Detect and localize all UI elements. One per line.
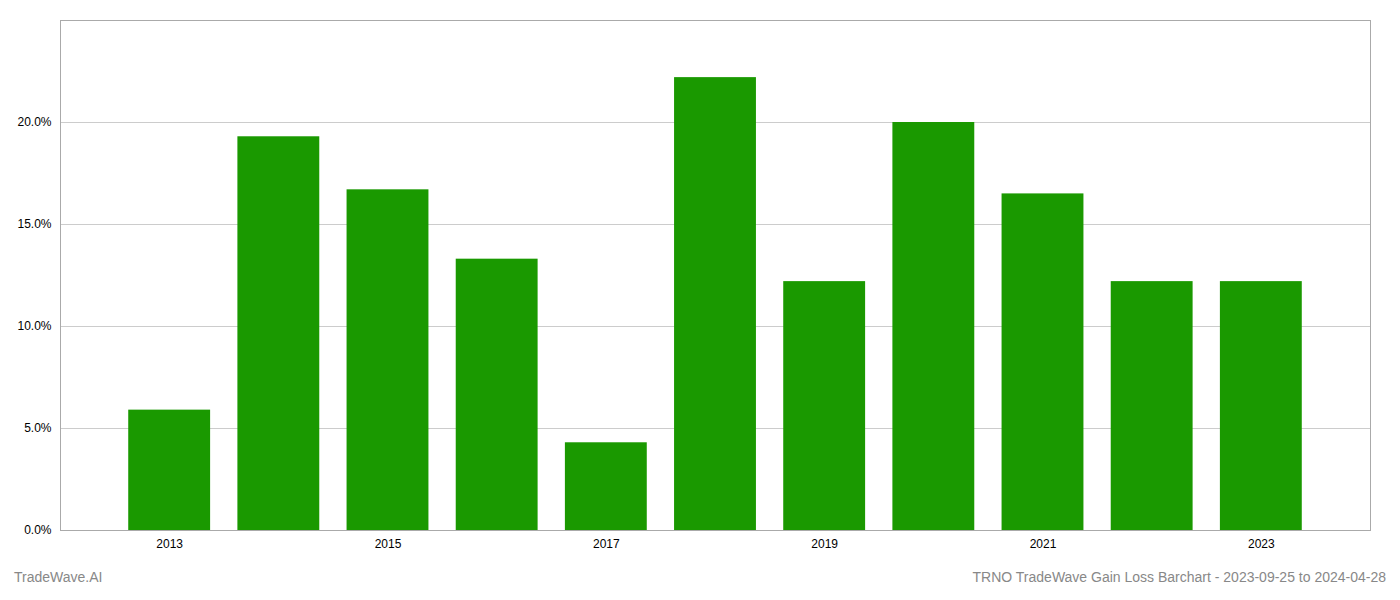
svg-text:2013: 2013: [156, 537, 183, 551]
svg-text:2023: 2023: [1248, 537, 1275, 551]
html-text:TRNO TradeWave Gain Loss Barch: TRNO TradeWave Gain Loss Barchart - 2023…: [972, 569, 1386, 585]
html-text:TradeWave.AI: TradeWave.AI: [14, 569, 103, 585]
svg-text:5.0%: 5.0%: [24, 421, 52, 435]
svg-text:10.0%: 10.0%: [17, 319, 51, 333]
svg-text:2017: 2017: [593, 537, 620, 551]
svg-text:2019: 2019: [811, 537, 838, 551]
svg-text:2015: 2015: [375, 537, 402, 551]
svg-text:20.0%: 20.0%: [17, 115, 51, 129]
svg-text:0.0%: 0.0%: [24, 523, 52, 537]
svg-text:15.0%: 15.0%: [17, 217, 51, 231]
svg-text:2021: 2021: [1030, 537, 1057, 551]
